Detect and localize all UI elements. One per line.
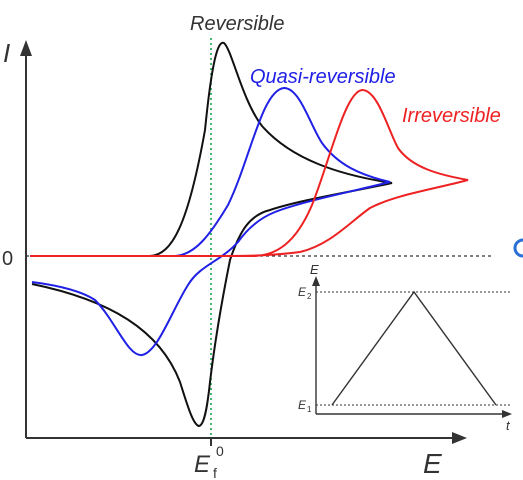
inset-e2-label: E — [298, 285, 307, 299]
inset-x-label: t — [506, 418, 511, 433]
reversible-curve — [30, 41, 393, 428]
inset-triangle-wave — [331, 290, 497, 406]
x-axis-label: E — [423, 448, 442, 479]
y-axis-arrow — [20, 40, 32, 56]
inset-e1-sub: 1 — [307, 405, 312, 414]
ef-label-sub: f — [213, 465, 217, 480]
irreversible-curve — [30, 88, 469, 257]
ef-label-main: E — [194, 451, 211, 478]
quasi-reversible-curve — [30, 86, 391, 356]
inset-x-arrow — [502, 410, 512, 418]
x-axis-arrow — [452, 432, 467, 444]
inset-e2-sub: 2 — [307, 292, 312, 301]
inset-y-arrow — [312, 276, 320, 286]
inset-y-label: E — [310, 262, 319, 277]
reversible-label: Reversible — [190, 13, 284, 35]
ef-label: E — [194, 451, 211, 478]
edge-fragment — [513, 238, 523, 258]
ef-label-sup: 0 — [216, 443, 224, 459]
y-axis-label: I — [3, 38, 10, 68]
inset-e1-label: E — [298, 398, 307, 412]
quasi-reversible-label: Quasi-reversible — [250, 66, 396, 88]
irreversible-label: Irreversible — [402, 105, 501, 127]
main-axes: I E 0 E f 0 — [2, 38, 492, 480]
inset-waveform: E t E 2 E 1 — [298, 262, 512, 433]
zero-label: 0 — [2, 248, 13, 270]
